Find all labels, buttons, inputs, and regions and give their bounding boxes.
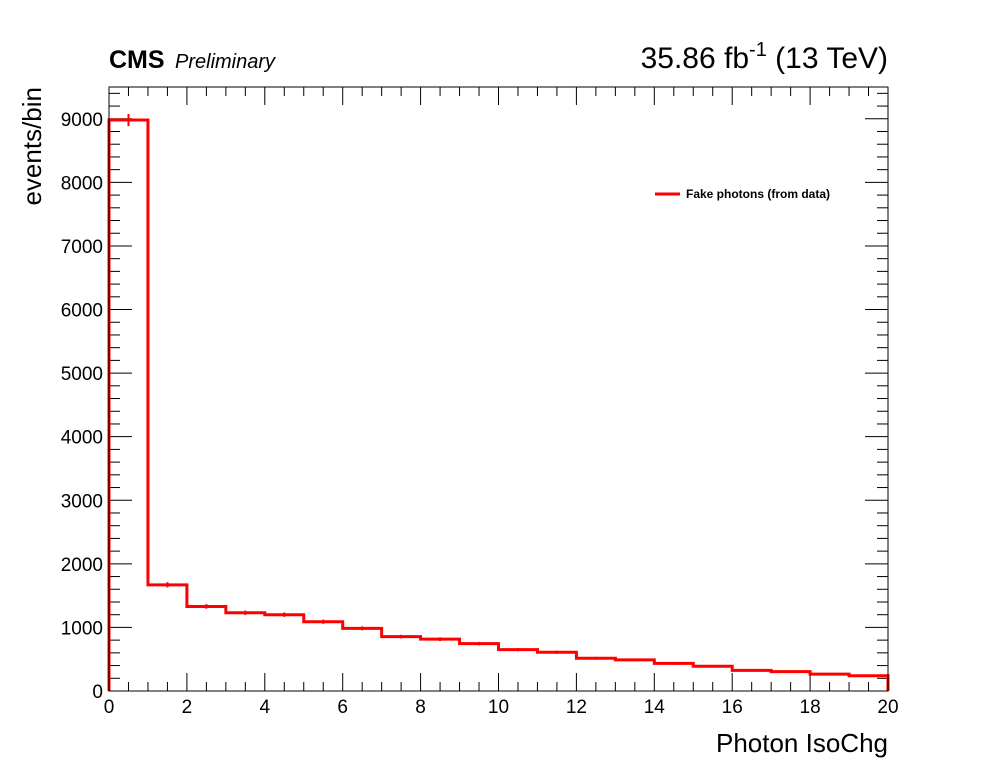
y-tick-label: 9000	[61, 110, 103, 131]
x-axis-title: Photon IsoChg	[716, 728, 888, 758]
x-tick-label: 0	[104, 697, 115, 718]
y-tick-label: 8000	[61, 173, 103, 194]
x-tick-label: 8	[415, 697, 426, 718]
x-tick-label: 12	[566, 697, 587, 718]
y-tick-label: 6000	[61, 301, 103, 322]
histogram-data	[107, 114, 890, 691]
x-tick-label: 14	[644, 697, 666, 718]
tick-labels: 0 2 4 6 8 10 12 14 16 18 20 0 1000 2000 3000 4000 5000 60…	[61, 110, 899, 718]
experiment-label: CMS	[109, 46, 165, 74]
y-axis-title: events/bin	[17, 87, 47, 206]
legend: Fake photons (from data)	[655, 187, 830, 201]
axis-ticks	[108, 87, 889, 692]
x-tick-label: 20	[877, 697, 898, 718]
legend-entry-label: Fake photons (from data)	[686, 187, 830, 201]
y-tick-label: 4000	[61, 428, 103, 449]
y-tick-label: 3000	[61, 491, 103, 512]
y-tick-label: 2000	[61, 555, 103, 576]
y-tick-label: 5000	[61, 364, 103, 385]
histogram-step-line	[107, 118, 890, 691]
y-tick-label: 7000	[61, 237, 103, 258]
energy-label: (13 TeV)	[767, 42, 888, 75]
plot-frame	[108, 86, 889, 692]
lumi-exponent: -1	[749, 39, 767, 61]
x-tick-label: 4	[260, 697, 271, 718]
luminosity-label: 35.86 fb-1 (13 TeV)	[641, 39, 888, 75]
x-tick-label: 6	[337, 697, 348, 718]
x-tick-label: 16	[722, 697, 743, 718]
status-label: Preliminary	[175, 51, 276, 73]
x-tick-label: 18	[800, 697, 821, 718]
y-tick-label: 1000	[61, 618, 103, 639]
x-tick-label: 2	[182, 697, 193, 718]
lumi-value: 35.86 fb	[641, 42, 749, 75]
x-tick-label: 10	[488, 697, 509, 718]
y-tick-label: 0	[92, 682, 103, 703]
